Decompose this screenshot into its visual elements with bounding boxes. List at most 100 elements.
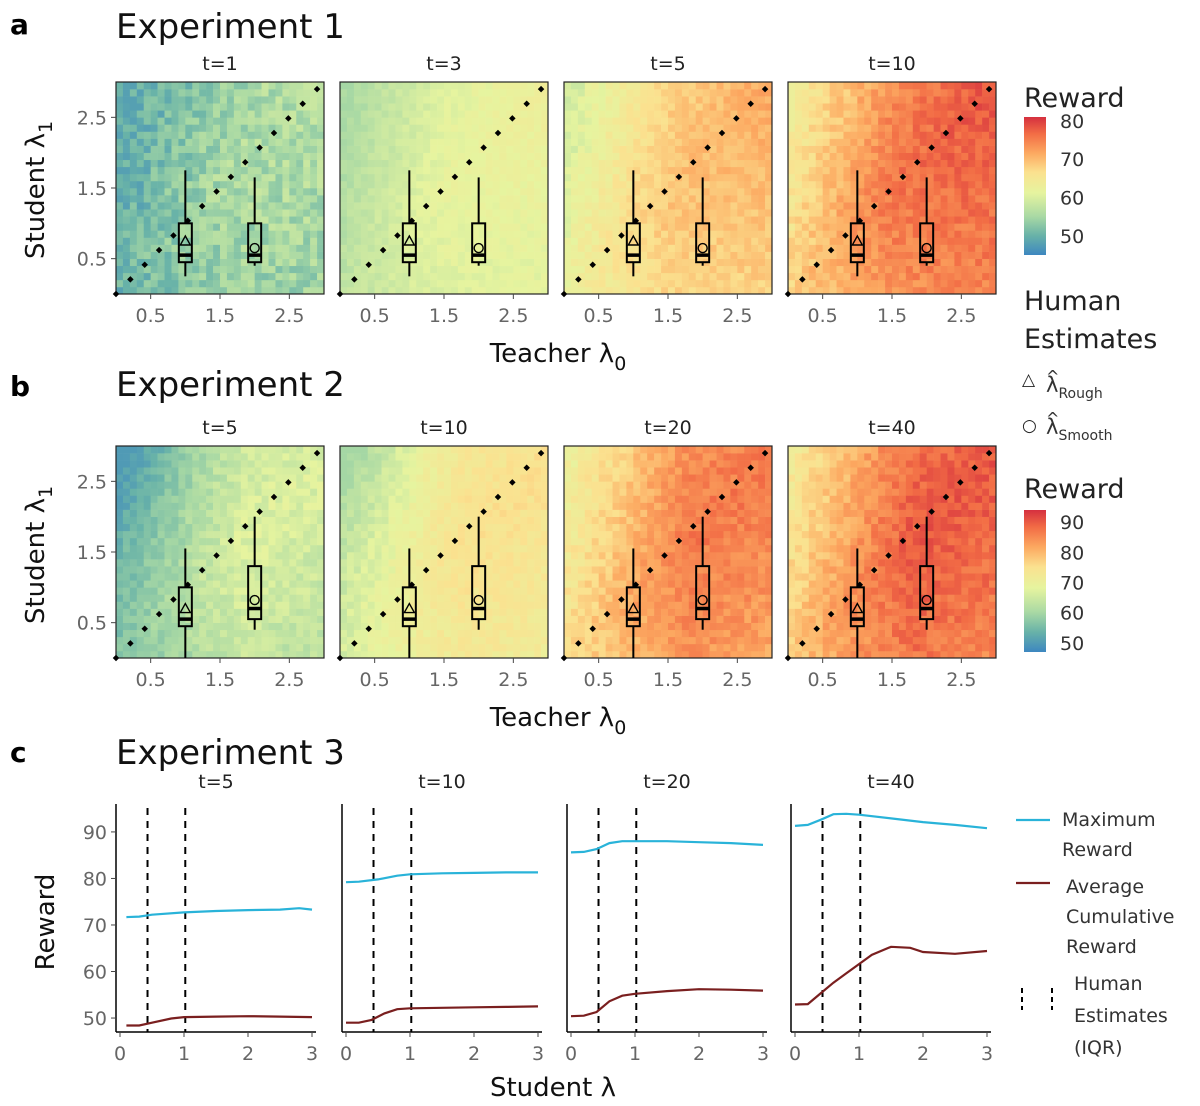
heat-cell bbox=[527, 202, 535, 210]
heat-cell bbox=[737, 258, 745, 267]
heat-cell bbox=[843, 244, 851, 252]
heat-cell bbox=[702, 286, 710, 295]
heat-cell bbox=[444, 117, 452, 125]
heat-cell bbox=[296, 643, 304, 652]
heat-cell bbox=[275, 601, 283, 609]
heat-cell bbox=[478, 180, 486, 189]
heat-cell bbox=[605, 195, 613, 203]
heat-cell bbox=[143, 629, 151, 638]
heat-cell bbox=[303, 594, 311, 602]
heat-cell bbox=[185, 279, 193, 288]
heat-cell bbox=[346, 82, 355, 90]
heat-cell bbox=[654, 131, 662, 139]
heat-cell bbox=[296, 138, 304, 146]
heat-cell bbox=[240, 544, 249, 553]
heat-cell bbox=[116, 580, 124, 588]
heat-cell bbox=[709, 223, 717, 231]
heat-cell bbox=[801, 152, 810, 161]
heat-cell bbox=[527, 216, 535, 224]
heat-cell bbox=[240, 202, 249, 210]
heat-cell bbox=[444, 209, 452, 217]
heat-cell bbox=[240, 244, 249, 252]
heat-cell bbox=[395, 559, 403, 567]
heat-cell bbox=[303, 587, 311, 595]
heat-cell bbox=[878, 145, 886, 153]
heat-cell bbox=[878, 180, 886, 189]
heat-cell bbox=[968, 237, 976, 245]
heat-cell bbox=[709, 131, 717, 139]
diagonal-point bbox=[422, 202, 430, 210]
heat-cell bbox=[395, 537, 403, 546]
heat-cell bbox=[688, 110, 697, 118]
heat-cell bbox=[968, 216, 976, 224]
heat-cell bbox=[268, 103, 276, 111]
heat-cell bbox=[268, 152, 276, 161]
heat-cell bbox=[150, 96, 158, 104]
heat-cell bbox=[961, 223, 969, 231]
heat-cell bbox=[416, 173, 424, 182]
heat-cell bbox=[303, 237, 311, 245]
heat-cell bbox=[878, 103, 886, 111]
heat-cell bbox=[268, 117, 276, 125]
heat-cell bbox=[402, 159, 410, 168]
heat-cell bbox=[954, 145, 962, 153]
heat-cell bbox=[346, 230, 355, 238]
heat-cell bbox=[499, 209, 507, 217]
heat-cell bbox=[233, 481, 242, 489]
heat-cell bbox=[527, 145, 535, 153]
heat-cell bbox=[275, 230, 283, 238]
heat-cell bbox=[878, 195, 886, 203]
heat-cell bbox=[233, 180, 242, 189]
heat-cell bbox=[492, 258, 500, 267]
heat-cell bbox=[633, 286, 641, 295]
heat-cell bbox=[282, 145, 290, 153]
heat-cell bbox=[612, 103, 620, 111]
heat-cell bbox=[668, 251, 676, 259]
heat-cell bbox=[905, 166, 914, 175]
heat-cell bbox=[423, 180, 431, 189]
heat-cell bbox=[940, 209, 948, 217]
heat-cell bbox=[374, 209, 382, 217]
heat-cell bbox=[758, 223, 766, 231]
heat-cell bbox=[129, 615, 138, 623]
heat-cell bbox=[402, 629, 410, 638]
heat-cell bbox=[226, 82, 235, 90]
heat-cell bbox=[220, 481, 228, 489]
heat-cell bbox=[199, 552, 207, 560]
heat-cell bbox=[829, 89, 837, 97]
heat-cell bbox=[150, 237, 158, 245]
heat-cell bbox=[751, 180, 759, 189]
heat-cell bbox=[947, 279, 955, 288]
heat-cell bbox=[143, 544, 151, 553]
facet-label: t=3 bbox=[426, 53, 461, 75]
heat-cell bbox=[730, 103, 738, 111]
heat-cell bbox=[457, 223, 466, 231]
heat-cell bbox=[289, 622, 297, 631]
triangle-icon bbox=[403, 234, 416, 246]
heat-cell bbox=[520, 265, 528, 274]
heat-cell bbox=[254, 650, 262, 659]
diagonal-point bbox=[270, 129, 278, 137]
heat-cell bbox=[619, 117, 627, 125]
heat-cell bbox=[450, 195, 459, 203]
heat-cell bbox=[129, 166, 138, 175]
diagonal-point bbox=[799, 276, 806, 283]
heat-cell bbox=[268, 460, 276, 468]
heat-cell bbox=[346, 173, 355, 182]
heat-cell bbox=[570, 279, 579, 288]
heat-cell bbox=[954, 173, 962, 182]
heat-cell bbox=[268, 587, 276, 595]
heat-cell bbox=[822, 265, 830, 274]
heat-cell bbox=[681, 244, 690, 252]
heat-cell bbox=[360, 559, 369, 567]
heat-cell bbox=[240, 279, 249, 288]
heat-cell bbox=[765, 286, 773, 295]
heat-cell bbox=[919, 117, 927, 125]
heat-cell bbox=[688, 272, 697, 281]
heat-cell bbox=[388, 601, 396, 609]
heat-cell bbox=[275, 488, 283, 496]
heat-cell bbox=[788, 272, 796, 281]
heat-cell bbox=[499, 117, 507, 125]
diagonal-point bbox=[494, 129, 502, 137]
heat-cell bbox=[513, 195, 521, 203]
